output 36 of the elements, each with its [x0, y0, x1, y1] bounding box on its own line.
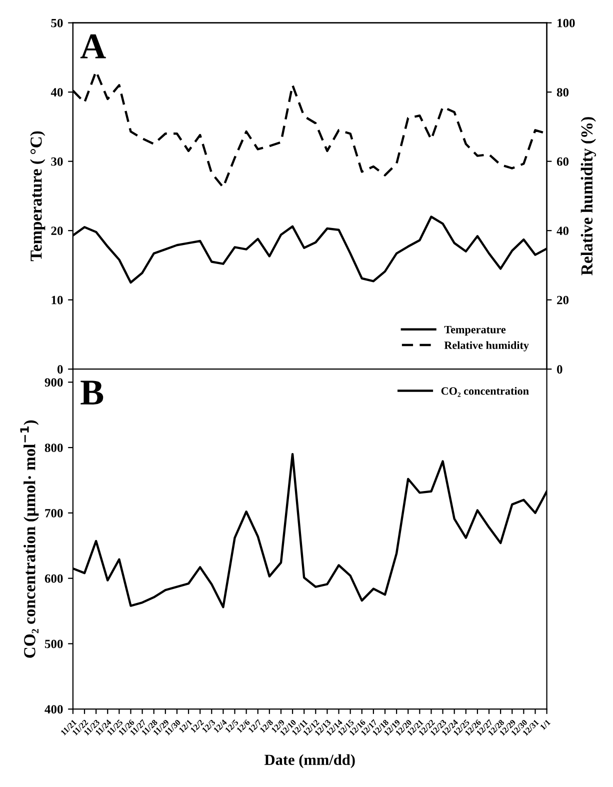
x-tick-label: 12/1: [178, 719, 192, 733]
y2-axis-title: Relative humidity (%): [580, 117, 596, 276]
y-tick-label: 50: [51, 18, 63, 28]
y-tick-label: 600: [44, 574, 63, 583]
chart-title: B: [80, 380, 104, 404]
x-tick-label: 12/8: [260, 719, 274, 733]
y-tick-label: 40: [50, 88, 63, 97]
y-tick-label: 500: [44, 640, 63, 648]
legend-label: CO₂ concentration: [441, 386, 529, 397]
legend-label: Relative humidity: [444, 341, 529, 352]
y-tick-label: 20: [51, 226, 63, 236]
x-tick-label: 12/4: [213, 719, 228, 733]
y2-tick-label: 100: [558, 18, 575, 28]
y2-tick-label: 20: [557, 296, 569, 304]
y-tick-label: 30: [51, 157, 63, 166]
y2-tick-label: 40: [556, 226, 569, 236]
y-tick-label: 0: [57, 365, 63, 374]
x-tick-label: 1/1: [540, 719, 551, 730]
y-axis-title: Temperature ( °C): [30, 131, 46, 262]
y-tick-label: 400: [44, 705, 63, 714]
x-axis-title: Date (mm/dd): [264, 754, 355, 768]
x-tick-label: 12/6: [236, 719, 250, 733]
y-tick-label: 10: [52, 296, 63, 304]
y2-tick-label: 80: [556, 88, 569, 97]
x-tick-label: 12/7: [248, 719, 262, 733]
y-tick-label: 800: [44, 444, 63, 452]
legend-label: Temperature: [444, 326, 506, 336]
x-tick-label: 12/2: [190, 719, 204, 733]
y-tick-label: 700: [45, 508, 63, 518]
y-tick-label: 900: [44, 378, 63, 387]
y2-tick-label: 0: [556, 365, 562, 374]
x-tick-label: 12/5: [224, 719, 239, 733]
y-axis-title: CO₂ concentration (μmol· mol$^{−1}$): [20, 420, 39, 658]
chart-title: A: [80, 34, 106, 58]
y2-tick-label: 60: [556, 157, 569, 166]
x-tick-label: 12/3: [202, 719, 216, 733]
